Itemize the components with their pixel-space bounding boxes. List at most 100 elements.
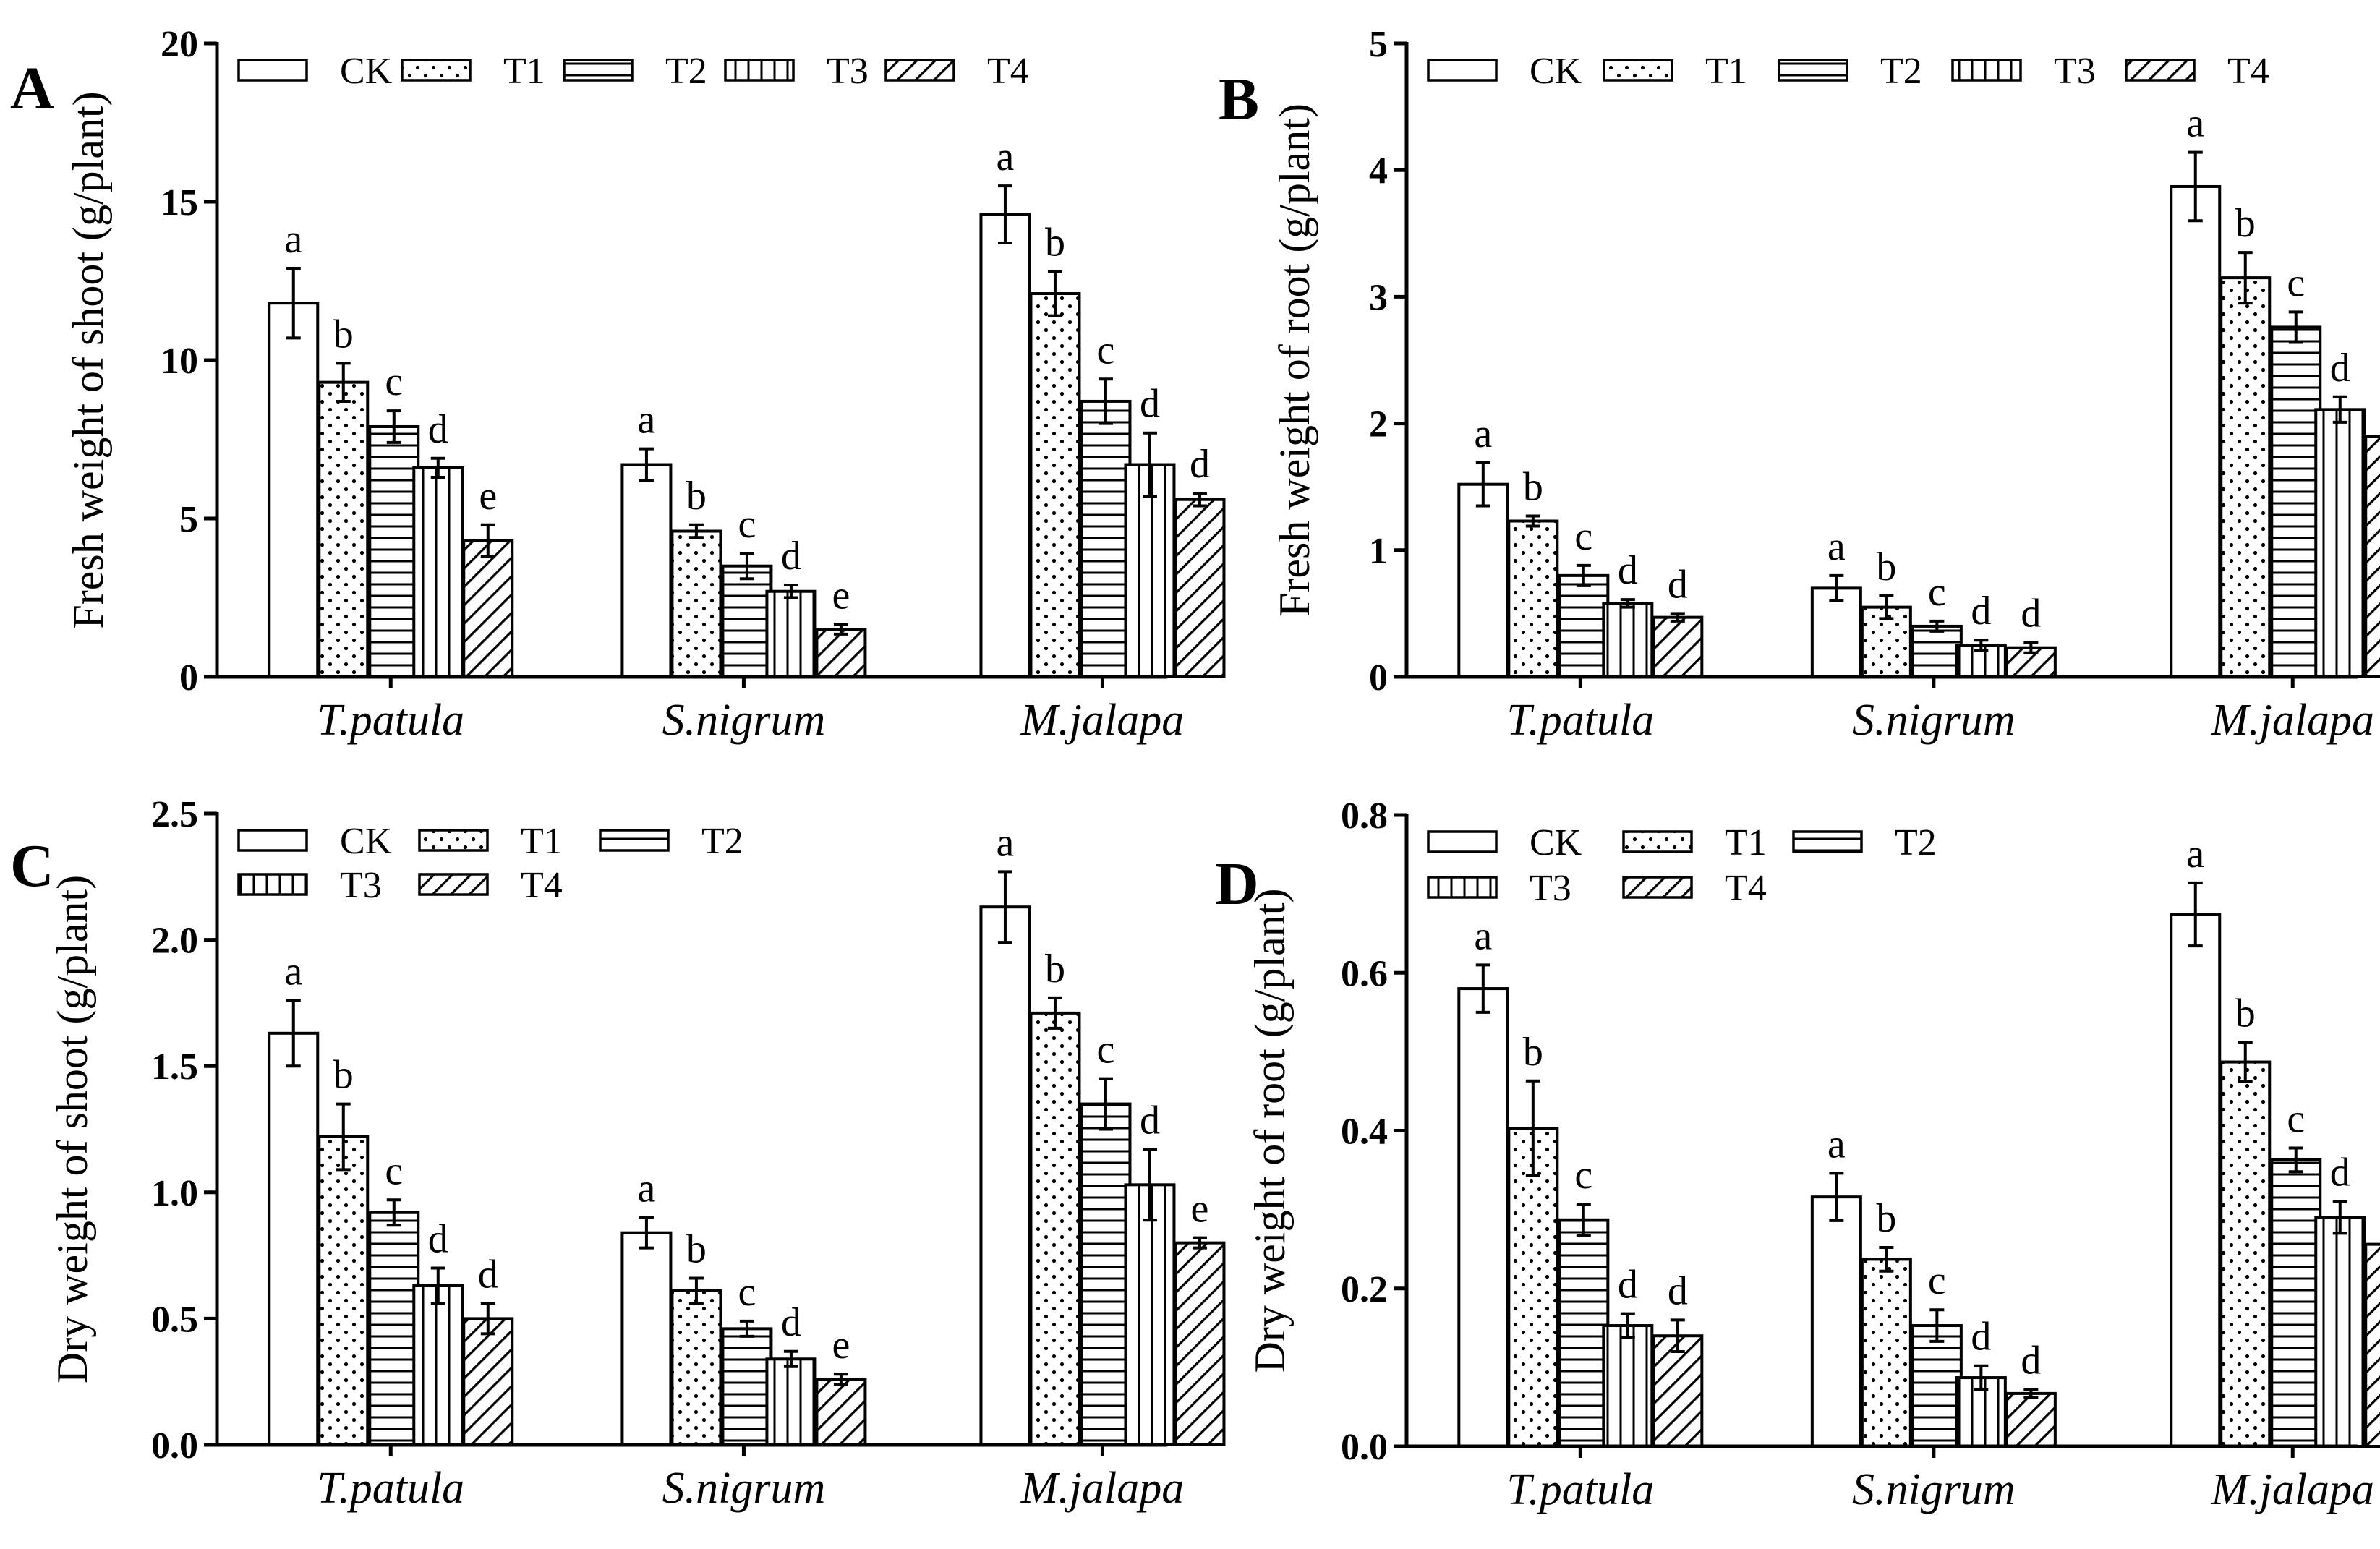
significance-label: b	[1523, 1030, 1543, 1075]
significance-label: d	[1140, 382, 1160, 427]
error-bar-CK-M.jalapa	[997, 870, 1012, 944]
y-tick-label: 1.0	[151, 1173, 198, 1214]
error-bar-CK-T.patula	[286, 266, 301, 340]
bar-T3-T.patula	[1602, 1324, 1654, 1448]
error-bar-T4-T.patula	[480, 523, 495, 558]
y-axis-label: Fresh weight of root (g/plant)	[1271, 103, 1318, 617]
error-bar-T4-S.nigrum	[833, 1373, 848, 1386]
y-tick-label: 0.6	[1341, 953, 1388, 994]
bar-T4-M.jalapa	[2364, 1242, 2380, 1448]
legend: CK T1 T2 T3 T4	[1427, 822, 1937, 909]
y-tick-label: 10	[161, 341, 198, 382]
error-bar-T2-S.nigrum	[739, 1319, 754, 1338]
significance-label: d	[2330, 346, 2350, 391]
error-bar-CK-T.patula	[1475, 963, 1490, 1014]
error-bar-T1-S.nigrum	[688, 1276, 704, 1305]
significance-label: b	[686, 1227, 707, 1272]
bar-T2-M.jalapa	[1080, 1102, 1132, 1446]
legend-swatch-CK	[237, 829, 308, 852]
error-bar-T3-T.patula	[1620, 1312, 1635, 1339]
significance-label: a	[637, 398, 655, 443]
error-bar-T4-M.jalapa	[1192, 1236, 1207, 1250]
legend-label-T1: T1	[1725, 822, 1767, 863]
legend-swatch-T4	[884, 59, 955, 82]
bar-T3-M.jalapa	[2314, 1216, 2366, 1448]
legend: CK T1 T2 T3 T4	[237, 51, 1029, 92]
error-bar-T1-T.patula	[1525, 1079, 1540, 1177]
error-bar-CK-S.nigrum	[639, 1216, 654, 1250]
error-bar-T2-M.jalapa	[2288, 310, 2303, 344]
legend-swatch-T1	[401, 59, 472, 82]
error-bar-T4-S.nigrum	[833, 623, 848, 636]
significance-label: a	[637, 1166, 655, 1211]
bar-CK-S.nigrum	[620, 463, 673, 678]
error-bar-T2-S.nigrum	[1929, 619, 1945, 633]
significance-label: a	[284, 217, 302, 262]
error-bar-T4-T.patula	[1670, 1318, 1685, 1354]
legend-swatch-T1	[1603, 59, 1673, 82]
error-bar-T4-S.nigrum	[2023, 641, 2039, 654]
panel-letter: D	[1215, 850, 1259, 918]
y-tick-label: 0.4	[1341, 1111, 1388, 1153]
significance-label: d	[1668, 562, 1688, 607]
y-tick-label: 0	[179, 657, 198, 699]
significance-label: d	[428, 1217, 448, 1262]
legend-label-T2: T2	[1895, 822, 1937, 863]
bar-CK-T.patula	[1457, 987, 1509, 1448]
bar-T1-S.nigrum	[670, 529, 722, 679]
bar-T2-M.jalapa	[1080, 399, 1132, 678]
y-tick-label: 2	[1369, 404, 1388, 445]
x-tick-label: M.jalapa	[1020, 1464, 1185, 1513]
error-bar-T1-T.patula	[336, 362, 351, 403]
legend-label-T3: T3	[827, 51, 869, 92]
bar-CK-S.nigrum	[620, 1231, 673, 1446]
significance-label: a	[1827, 524, 1846, 569]
significance-label: c	[2287, 1097, 2305, 1142]
bar-T3-T.patula	[412, 466, 464, 678]
bar-T1-M.jalapa	[2219, 1060, 2272, 1448]
significance-label: a	[1827, 1122, 1846, 1166]
bar-T4-M.jalapa	[1174, 498, 1226, 678]
legend-swatch-T3	[724, 59, 795, 82]
bar-T4-S.nigrum	[2005, 1391, 2057, 1448]
y-tick-label: 2.5	[151, 794, 198, 835]
significance-label: b	[1523, 464, 1543, 509]
significance-label: c	[385, 359, 403, 404]
bar-T2-T.patula	[368, 1211, 420, 1446]
error-bar-T2-T.patula	[1576, 1202, 1591, 1237]
bar-T4-S.nigrum	[815, 628, 867, 678]
bar-T2-S.nigrum	[721, 564, 773, 679]
legend-swatch-T4	[2125, 59, 2196, 82]
error-bar-T3-T.patula	[430, 456, 445, 479]
legend-label-T1: T1	[1705, 51, 1747, 92]
significance-label: e	[832, 1323, 850, 1367]
bar-T3-M.jalapa	[2314, 408, 2366, 678]
significance-label: e	[479, 474, 497, 519]
significance-label: d	[1140, 1098, 1160, 1143]
y-tick-label: 20	[161, 24, 198, 65]
y-tick-label: 0.2	[1341, 1269, 1388, 1310]
bar-T4-S.nigrum	[815, 1378, 867, 1447]
significance-label: d	[1971, 589, 1991, 633]
error-bar-CK-S.nigrum	[1829, 1172, 1844, 1222]
legend-label-T1: T1	[503, 51, 545, 92]
error-bar-T3-S.nigrum	[1974, 1364, 1989, 1391]
error-bar-CK-M.jalapa	[997, 184, 1012, 244]
significance-label: c	[1574, 1153, 1592, 1198]
legend-swatch-T3	[1427, 876, 1498, 899]
error-bar-CK-M.jalapa	[2188, 150, 2203, 223]
legend-label-T2: T2	[665, 51, 707, 92]
x-tick-label: M.jalapa	[2210, 1465, 2374, 1514]
bar-CK-T.patula	[1457, 482, 1509, 678]
y-tick-label: 5	[1369, 24, 1388, 65]
significance-label: c	[738, 502, 756, 547]
legend-label-CK: CK	[1530, 51, 1582, 92]
significance-label: b	[2235, 201, 2256, 246]
error-bar-T3-S.nigrum	[1974, 639, 1989, 652]
significance-label: d	[2330, 1151, 2350, 1195]
bar-CK-M.jalapa	[2170, 913, 2222, 1448]
y-tick-label: 0.0	[1341, 1427, 1388, 1468]
